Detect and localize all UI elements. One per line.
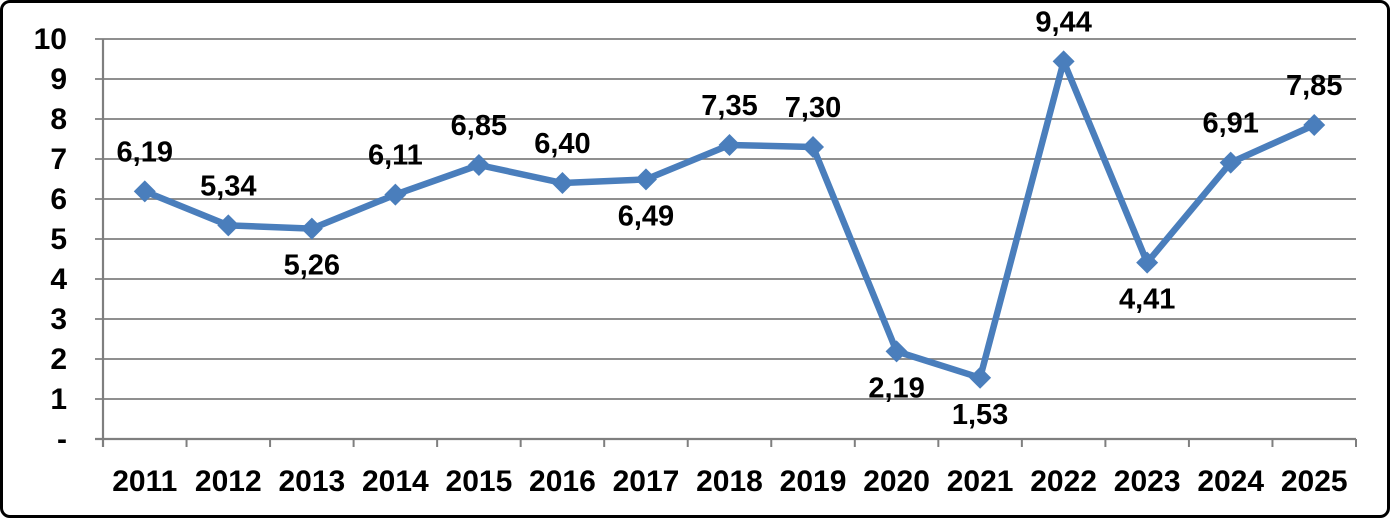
- data-point-marker: [384, 183, 407, 206]
- data-point-marker: [718, 134, 741, 156]
- data-point-label: 1,53: [952, 399, 1008, 431]
- data-point-marker: [1136, 251, 1159, 274]
- data-point-marker: [551, 172, 574, 194]
- x-axis-tick-label: 2021: [947, 465, 1014, 498]
- y-axis-tick-label: 2: [50, 343, 67, 376]
- x-axis-tick-label: 2020: [863, 465, 930, 498]
- data-point-label: 5,26: [284, 250, 340, 282]
- y-axis-tick-label: 4: [50, 263, 67, 296]
- x-axis-tick-label: 2025: [1281, 465, 1348, 498]
- data-point-marker: [1219, 151, 1242, 174]
- x-axis-tick-label: 2013: [278, 465, 345, 498]
- data-point-label: 4,41: [1119, 284, 1175, 316]
- x-axis-tick-label: 2024: [1197, 465, 1264, 498]
- data-point-marker: [802, 136, 825, 158]
- data-point-label: 6,85: [451, 110, 507, 142]
- y-axis-tick-label: 6: [50, 183, 67, 216]
- y-axis-tick-label: 10: [34, 23, 67, 56]
- line-chart-svg: 6,19 5,34 5,26 6,11 6,85 6,40 6,49 7,35 7,30 2,19…: [34, 6, 1357, 498]
- x-axis-tick-label: 2015: [446, 465, 513, 498]
- x-axis-tick-label: 2017: [613, 465, 680, 498]
- x-axis-tick-label: 2011: [112, 465, 177, 498]
- x-axis-tick-label: 2016: [529, 465, 596, 498]
- data-point-marker: [300, 217, 323, 240]
- data-point-label: 7,35: [701, 90, 757, 122]
- data-point-label: 6,91: [1202, 108, 1258, 140]
- y-axis-tick-label: 9: [50, 63, 67, 96]
- data-point-label: 7,30: [785, 92, 841, 124]
- data-point-label: 7,85: [1286, 70, 1342, 102]
- data-point-label: 2,19: [868, 372, 924, 404]
- data-point-label: 6,40: [534, 128, 590, 160]
- data-point-marker: [217, 214, 240, 237]
- data-point-label: 9,44: [1035, 6, 1091, 38]
- data-point-marker: [969, 366, 992, 389]
- y-axis-tick-label: 3: [50, 303, 67, 336]
- data-point-label: 6,19: [117, 136, 173, 168]
- y-axis-tick-label: 1: [50, 383, 67, 416]
- y-axis-tick-label: 5: [50, 223, 67, 256]
- x-axis-tick-label: 2018: [696, 465, 763, 498]
- x-axis-tick-label: 2023: [1114, 465, 1181, 498]
- data-point-marker: [1052, 50, 1075, 73]
- data-point-label: 6,49: [618, 200, 674, 232]
- data-point-marker: [634, 168, 657, 191]
- data-point-marker: [467, 154, 490, 176]
- x-axis-tick-label: 2012: [195, 465, 262, 498]
- data-point-label: 5,34: [200, 170, 256, 202]
- data-point-marker: [885, 340, 908, 363]
- data-point-label: 6,11: [368, 140, 423, 172]
- y-axis-tick-label: -: [57, 423, 67, 456]
- x-axis-tick-label: 2022: [1030, 465, 1097, 498]
- data-point-marker: [133, 180, 156, 203]
- y-axis-tick-label: 8: [50, 103, 67, 136]
- x-axis-tick-label: 2014: [362, 465, 429, 498]
- x-axis-tick-label: 2019: [780, 465, 847, 498]
- y-axis-tick-label: 7: [50, 143, 67, 176]
- data-point-marker: [1303, 114, 1326, 136]
